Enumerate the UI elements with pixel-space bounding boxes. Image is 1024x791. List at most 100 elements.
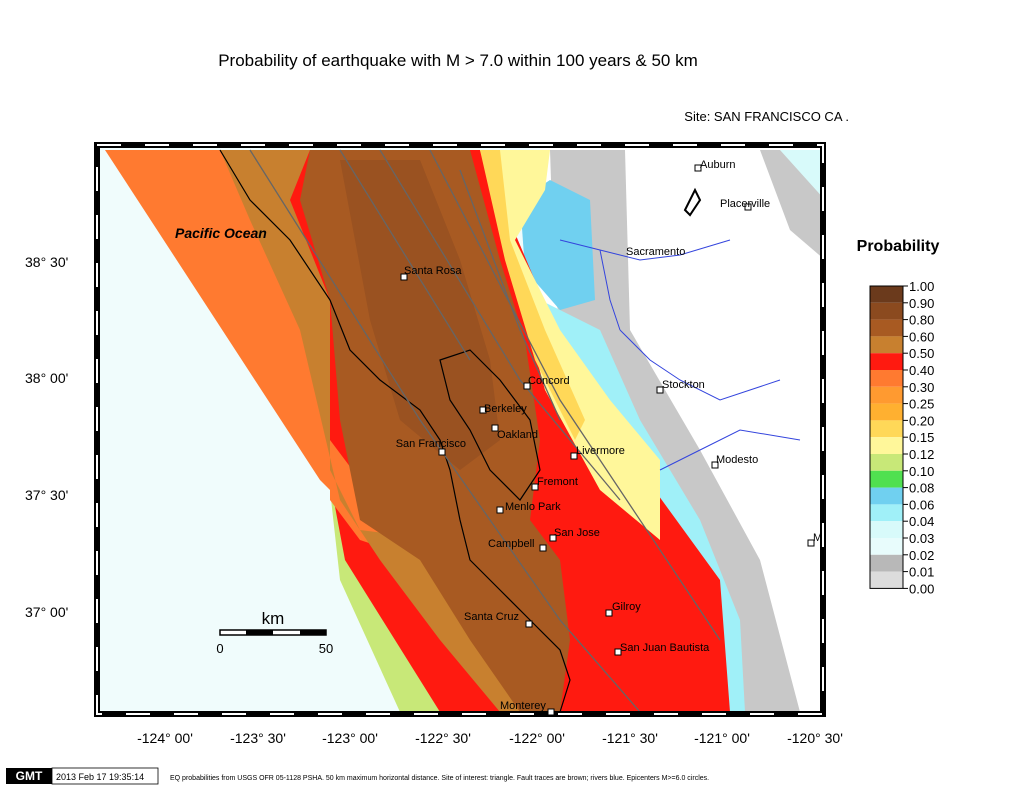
rivers (559, 239, 801, 471)
title: Probability of earthquake with M > 7.0 w… (218, 51, 698, 70)
city-marker (491, 424, 499, 432)
city-label: Concord (528, 375, 570, 387)
fault-traces (249, 149, 721, 713)
city-label: Fremont (537, 476, 578, 488)
lat-label: 37° 00' (25, 604, 68, 620)
legend-swatch (870, 403, 903, 421)
city-marker (525, 620, 533, 628)
legend-swatch (870, 571, 903, 589)
city-label: Placerville (720, 198, 770, 210)
blue-band (520, 180, 595, 310)
lon-label: -121° 00' (694, 730, 750, 746)
legend-swatch (870, 286, 903, 303)
legend-swatch (870, 521, 903, 538)
lat-label: 38° 00' (25, 370, 68, 386)
timestamp-box (51, 767, 159, 785)
lon-label: -124° 00' (137, 730, 193, 746)
scale-max: 50 (319, 641, 333, 656)
legend-label: 0.00 (909, 581, 934, 596)
legend-swatch (870, 386, 903, 404)
legend-swatch (870, 454, 903, 471)
legend-swatch (870, 470, 903, 488)
scale-unit: km (262, 609, 285, 628)
lon-label: -122° 30' (415, 730, 471, 746)
lon-label: -123° 30' (230, 730, 286, 746)
city-label: San Jose (554, 527, 600, 539)
city-marker (656, 386, 664, 394)
lat-label: 38° 30' (25, 254, 68, 270)
city-label: Stockton (662, 379, 705, 391)
city-marker (547, 708, 555, 716)
legend-swatch (870, 336, 903, 354)
city-label: Campbell (488, 538, 534, 550)
city-label: Gilroy (612, 601, 641, 613)
scale-min: 0 (216, 641, 223, 656)
legend-label: 0.02 (909, 548, 934, 563)
city-label: Berkeley (484, 403, 527, 415)
yellow-band (480, 150, 585, 440)
site-label: Site: SAN FRANCISCO CA . (684, 109, 849, 124)
city-label: Santa Cruz (464, 611, 519, 623)
city-label: M (813, 532, 822, 544)
city-label: Santa Rosa (404, 265, 462, 277)
city-marker (496, 506, 504, 514)
scale-bar-segment (300, 630, 326, 635)
legend-label: 0.06 (909, 497, 934, 512)
brown-band (220, 150, 560, 712)
lon-label: -123° 00' (322, 730, 378, 746)
legend-swatch (870, 538, 903, 555)
city-marker (711, 461, 719, 469)
legend-label: 0.12 (909, 447, 934, 462)
city-marker (438, 448, 446, 456)
city-marker (807, 539, 815, 547)
legend-label: 0.03 (909, 531, 934, 546)
lon-label: -121° 30' (602, 730, 658, 746)
city-marker (479, 406, 487, 414)
legend-label: 0.30 (909, 380, 934, 395)
brown-core (340, 160, 500, 470)
lon-label: -122° 00' (509, 730, 565, 746)
legend-label: 0.40 (909, 363, 934, 378)
scale-bar-segment (246, 630, 273, 635)
city-marker (531, 483, 539, 491)
cyan-band (780, 150, 822, 197)
legend-swatch (870, 437, 903, 454)
city-label: Livermore (576, 445, 625, 457)
city-marker (570, 452, 578, 460)
city-label: Monterey (500, 700, 546, 712)
legend-label: 1.00 (909, 279, 934, 294)
legend-label: 0.10 (909, 464, 934, 479)
city-marker (523, 382, 531, 390)
legend-title: Probability (857, 238, 940, 255)
legend-swatch (870, 302, 903, 320)
city-label: Oakland (497, 429, 538, 441)
city-marker (549, 534, 557, 542)
bay (439, 349, 541, 501)
ocean-label: Pacific Ocean (175, 225, 267, 241)
map-frame-dash (96, 144, 824, 715)
city-marker (605, 609, 613, 617)
legend-label: 0.60 (909, 329, 934, 344)
city-label: Menlo Park (505, 501, 561, 513)
lat-label: 37° 30' (25, 487, 68, 503)
legend-label: 0.01 (909, 565, 934, 580)
legend-label: 0.04 (909, 514, 934, 529)
lon-label: -120° 30' (787, 730, 843, 746)
legend-label: 0.80 (909, 313, 934, 328)
yellow-band (480, 150, 660, 540)
legend-label: 0.25 (909, 397, 934, 412)
legend-label: 0.90 (909, 296, 934, 311)
city-marker (539, 544, 547, 552)
city-label: Auburn (700, 159, 735, 171)
legend-swatch (870, 420, 903, 438)
legend-swatch (870, 319, 903, 337)
city-marker (400, 273, 408, 281)
gmt-logo-box (6, 768, 52, 784)
city-label: San Francisco (396, 438, 466, 450)
legend-swatch (870, 353, 903, 370)
legend-label: 0.50 (909, 346, 934, 361)
city-label: Modesto (716, 454, 758, 466)
legend-swatch (870, 370, 903, 387)
